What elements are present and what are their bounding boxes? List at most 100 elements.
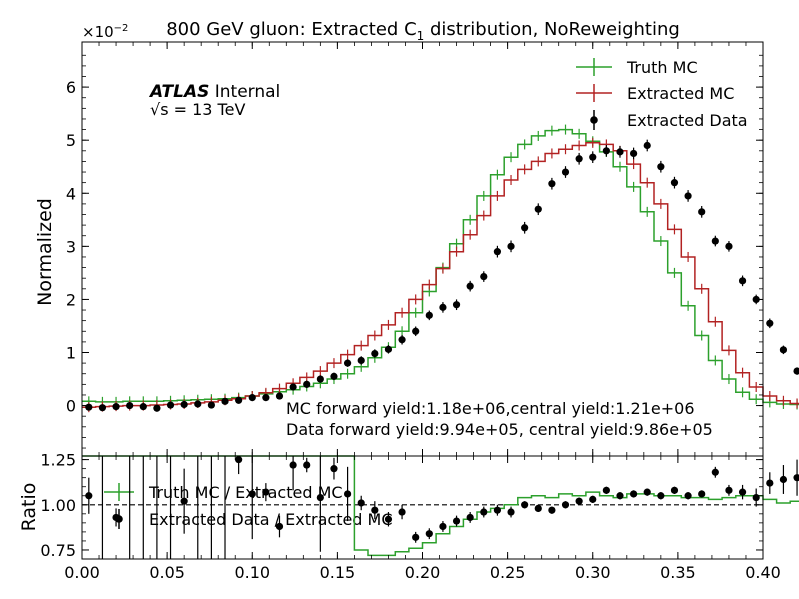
ratio-data-point <box>425 530 433 538</box>
ratio-data-point <box>670 486 679 494</box>
y-tick-label: 5 <box>66 131 76 150</box>
extracted-data-point <box>343 359 352 367</box>
extracted-data-point <box>452 301 461 309</box>
extracted-data-point <box>275 392 284 400</box>
extracted-data-point <box>480 273 488 281</box>
extracted-data-point <box>262 394 270 402</box>
extracted-data-point <box>602 147 610 155</box>
truth-mc-line <box>82 128 799 406</box>
ratio-data-point <box>439 522 447 531</box>
ratio-data-point <box>275 522 284 531</box>
ratio-data-point <box>521 501 529 509</box>
x-tick-label: 0.05 <box>149 563 185 582</box>
legend-entry-extracted-mc: Extracted MC <box>576 84 734 103</box>
ratio-data-point <box>630 490 638 498</box>
ratio-truth-line <box>82 455 799 557</box>
ratio-data-point <box>330 465 338 473</box>
extracted-data-point <box>670 179 679 187</box>
svg-text:Extracted Data / Extracted MC: Extracted Data / Extracted MC <box>149 510 393 529</box>
extracted-data-point <box>371 349 379 358</box>
ratio-data-point <box>507 508 515 516</box>
ratio-data-point <box>316 493 324 502</box>
x-tick-label: 0.40 <box>745 563 781 582</box>
main-y-axis-label: Normalized <box>34 198 56 306</box>
ratio-data-point <box>493 506 502 514</box>
main-legend: Truth MC Extracted MC Extracted Data <box>576 58 748 130</box>
extracted-data-point <box>221 397 229 405</box>
extracted-data-point <box>725 242 733 250</box>
y-multiplier-label: ×10−2 <box>82 23 128 41</box>
ratio-data-point <box>412 533 420 541</box>
ratio-y-tick-label: 1.00 <box>40 496 76 515</box>
y-tick-label: 2 <box>66 290 76 309</box>
extracted-data-point <box>616 148 624 156</box>
extracted-data-point <box>643 141 651 150</box>
ratio-data-point <box>766 479 774 487</box>
ratio-data-point <box>452 517 461 525</box>
extracted-data-point <box>126 401 134 410</box>
extracted-data-point <box>507 242 515 250</box>
ratio-data-point <box>85 492 93 500</box>
ratio-data-point <box>384 515 393 523</box>
atlas-label: ATLAS Internal <box>148 82 280 102</box>
extracted-data-point <box>684 192 692 200</box>
x-tick-label: 0.25 <box>490 563 526 582</box>
legend-entry-extracted-data: Extracted Data <box>590 110 748 130</box>
extracted-data-point <box>316 375 324 383</box>
ratio-data-point <box>235 456 243 464</box>
ratio-data-point <box>698 490 706 498</box>
svg-text:Extracted MC: Extracted MC <box>627 84 734 103</box>
extracted-data-point <box>112 403 120 411</box>
extracted-data-point <box>548 180 556 188</box>
ratio-y-axis-label: Ratio <box>18 483 40 532</box>
ratio-data-point <box>738 488 747 496</box>
y-tick-label: 3 <box>66 237 76 256</box>
ratio-data-point <box>289 461 297 469</box>
y-tick-label: 0 <box>66 397 76 416</box>
extracted-data-point <box>207 401 215 409</box>
ratio-data-point <box>643 488 651 496</box>
main-plot-area <box>82 124 799 413</box>
energy-label: √s = 13 TeV <box>150 100 245 119</box>
ratio-data-point <box>575 497 583 505</box>
ratio-data-point <box>548 506 556 514</box>
x-tick-label: 0.30 <box>575 563 611 582</box>
mc-yield-annotation: MC forward yield:1.18e+06,central yield:… <box>286 399 695 418</box>
extracted-data-point <box>384 345 393 353</box>
extracted-data-point <box>493 248 502 256</box>
extracted-data-point <box>166 401 175 409</box>
legend-entry-truth-mc: Truth MC <box>576 58 698 77</box>
extracted-data-point <box>398 336 406 344</box>
extracted-data-point <box>575 155 583 163</box>
ratio-data-point <box>262 488 270 496</box>
svg-text:Truth MC / Extracted MC: Truth MC / Extracted MC <box>148 483 343 502</box>
x-tick-label: 0.15 <box>320 563 356 582</box>
ratio-data-point <box>180 497 188 505</box>
extracted-data-point <box>766 319 774 327</box>
ratio-data-point <box>398 508 406 516</box>
extracted-data-point <box>738 277 747 285</box>
extracted-data-point <box>153 404 161 412</box>
extracted-data-point <box>357 356 365 365</box>
extracted-data-point <box>561 168 570 176</box>
ratio-data-point <box>616 492 624 500</box>
ratio-y-tick-label: 0.75 <box>40 541 76 560</box>
ratio-data-point <box>779 475 788 484</box>
extracted-data-point <box>289 383 297 391</box>
y-tick-label: 6 <box>66 78 76 97</box>
ratio-data-point <box>466 513 474 522</box>
extracted-data-point <box>466 282 474 290</box>
extracted-data-point <box>303 380 311 388</box>
extracted-data-point <box>439 303 447 311</box>
ratio-data-point <box>561 501 570 509</box>
extracted-data-point <box>139 403 147 411</box>
ratio-data-point <box>602 486 610 494</box>
extracted-data-point <box>330 372 338 380</box>
chart-title: 800 GeV gluon: Extracted C1 distribution… <box>166 19 680 43</box>
extracted-data-point <box>98 404 107 412</box>
extracted-data-point <box>85 403 93 411</box>
x-tick-label: 0.10 <box>234 563 270 582</box>
x-tick-label: 0.35 <box>660 563 696 582</box>
ratio-y-tick-label: 1.25 <box>40 451 76 470</box>
